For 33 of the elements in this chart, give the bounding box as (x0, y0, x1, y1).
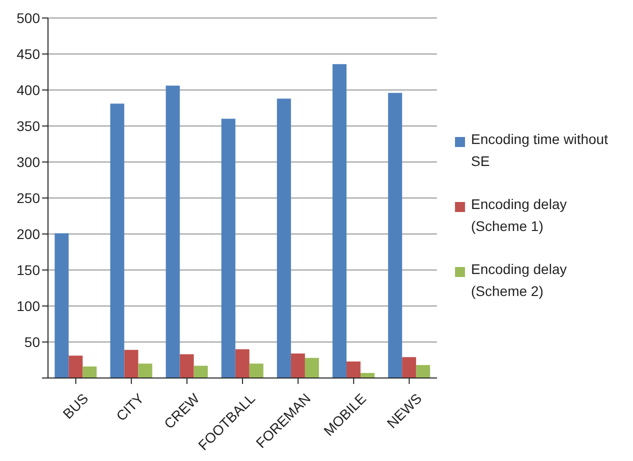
bar (221, 118, 236, 378)
y-tick-label: 500 (16, 10, 40, 26)
y-tick-label: 350 (16, 118, 40, 134)
y-tick-label: 300 (16, 154, 40, 170)
y-tick-label: 200 (16, 226, 40, 242)
bar (235, 349, 250, 378)
bar (388, 92, 402, 378)
bar (402, 357, 416, 378)
bar (124, 350, 138, 378)
bar (416, 365, 430, 378)
y-tick-label: 250 (16, 190, 40, 206)
bar (276, 98, 291, 378)
bar (290, 354, 305, 378)
y-tick-label: 100 (16, 298, 40, 314)
bar (82, 366, 97, 378)
bar (249, 364, 264, 378)
bar (346, 361, 361, 378)
bar (68, 356, 83, 378)
bar (194, 366, 208, 378)
bar (138, 364, 152, 378)
y-tick-label: 450 (16, 46, 40, 62)
bar (166, 86, 180, 378)
legend-label: Encoding time without SE (471, 130, 609, 171)
bar (110, 104, 124, 378)
y-tick-label: 150 (16, 262, 40, 278)
bar (54, 233, 69, 378)
y-tick-label: 400 (16, 82, 40, 98)
bar (332, 64, 347, 378)
bar (304, 358, 319, 378)
y-tick-label: 50 (24, 334, 40, 350)
bar (180, 354, 194, 378)
legend-label: Encoding delay (Scheme 1) (471, 195, 568, 236)
legend-label: Encoding delay (Scheme 2) (471, 260, 568, 301)
